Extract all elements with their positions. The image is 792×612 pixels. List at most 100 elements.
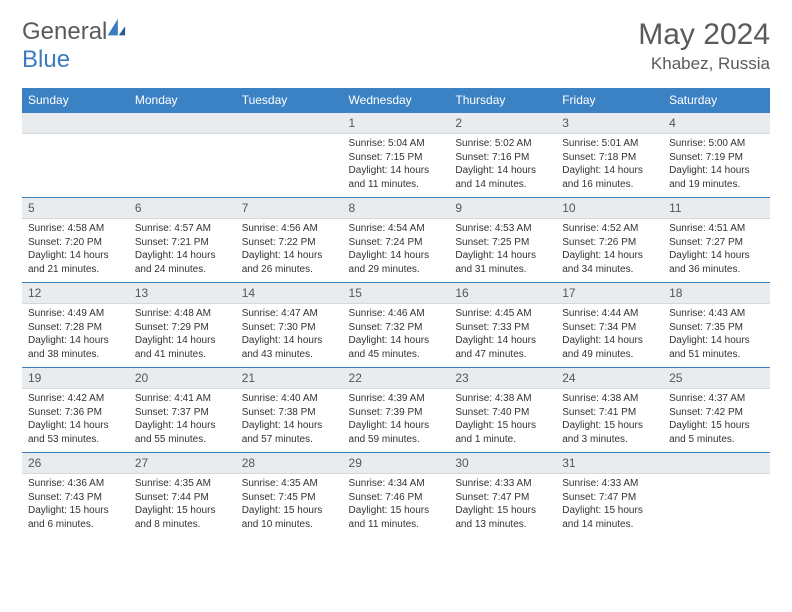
header: GeneralBlue May 2024 Khabez, Russia	[22, 18, 770, 74]
sunset-text: Sunset: 7:15 PM	[349, 151, 444, 165]
daylight-text: Daylight: 15 hours and 13 minutes.	[455, 504, 550, 531]
sunset-text: Sunset: 7:32 PM	[349, 321, 444, 335]
calendar-cell: 24Sunrise: 4:38 AMSunset: 7:41 PMDayligh…	[556, 368, 663, 453]
sunrise-text: Sunrise: 4:53 AM	[455, 222, 550, 236]
sunset-text: Sunset: 7:40 PM	[455, 406, 550, 420]
day-body: Sunrise: 4:39 AMSunset: 7:39 PMDaylight:…	[343, 389, 450, 452]
daylight-text: Daylight: 14 hours and 24 minutes.	[135, 249, 230, 276]
sunrise-text: Sunrise: 5:01 AM	[562, 137, 657, 151]
calendar-cell: 19Sunrise: 4:42 AMSunset: 7:36 PMDayligh…	[22, 368, 129, 453]
sunrise-text: Sunrise: 4:49 AM	[28, 307, 123, 321]
day-number: 12	[22, 283, 129, 304]
sunset-text: Sunset: 7:29 PM	[135, 321, 230, 335]
weekday-header: Sunday	[22, 88, 129, 113]
calendar-row: 1Sunrise: 5:04 AMSunset: 7:15 PMDaylight…	[22, 113, 770, 198]
sunset-text: Sunset: 7:27 PM	[669, 236, 764, 250]
title-block: May 2024 Khabez, Russia	[638, 18, 770, 74]
calendar-cell: 3Sunrise: 5:01 AMSunset: 7:18 PMDaylight…	[556, 113, 663, 198]
calendar-cell: 16Sunrise: 4:45 AMSunset: 7:33 PMDayligh…	[449, 283, 556, 368]
daylight-text: Daylight: 15 hours and 10 minutes.	[242, 504, 337, 531]
day-body: Sunrise: 4:48 AMSunset: 7:29 PMDaylight:…	[129, 304, 236, 367]
day-body: Sunrise: 4:43 AMSunset: 7:35 PMDaylight:…	[663, 304, 770, 367]
sunset-text: Sunset: 7:47 PM	[455, 491, 550, 505]
day-number: 22	[343, 368, 450, 389]
day-body: Sunrise: 4:45 AMSunset: 7:33 PMDaylight:…	[449, 304, 556, 367]
daylight-text: Daylight: 14 hours and 38 minutes.	[28, 334, 123, 361]
sunrise-text: Sunrise: 4:35 AM	[135, 477, 230, 491]
calendar-cell: 21Sunrise: 4:40 AMSunset: 7:38 PMDayligh…	[236, 368, 343, 453]
day-number: 19	[22, 368, 129, 389]
day-number: 1	[343, 113, 450, 134]
calendar-cell: 29Sunrise: 4:34 AMSunset: 7:46 PMDayligh…	[343, 453, 450, 538]
day-body: Sunrise: 4:51 AMSunset: 7:27 PMDaylight:…	[663, 219, 770, 282]
day-number: 18	[663, 283, 770, 304]
sunset-text: Sunset: 7:42 PM	[669, 406, 764, 420]
sunset-text: Sunset: 7:47 PM	[562, 491, 657, 505]
day-body: Sunrise: 4:33 AMSunset: 7:47 PMDaylight:…	[556, 474, 663, 537]
day-body: Sunrise: 4:35 AMSunset: 7:44 PMDaylight:…	[129, 474, 236, 537]
day-body: Sunrise: 4:37 AMSunset: 7:42 PMDaylight:…	[663, 389, 770, 452]
day-body: Sunrise: 5:00 AMSunset: 7:19 PMDaylight:…	[663, 134, 770, 197]
day-body: Sunrise: 5:04 AMSunset: 7:15 PMDaylight:…	[343, 134, 450, 197]
calendar-cell-empty	[129, 113, 236, 198]
daylight-text: Daylight: 14 hours and 47 minutes.	[455, 334, 550, 361]
calendar-cell: 18Sunrise: 4:43 AMSunset: 7:35 PMDayligh…	[663, 283, 770, 368]
calendar-cell-empty	[236, 113, 343, 198]
sunrise-text: Sunrise: 4:43 AM	[669, 307, 764, 321]
sunrise-text: Sunrise: 4:37 AM	[669, 392, 764, 406]
daylight-text: Daylight: 15 hours and 6 minutes.	[28, 504, 123, 531]
sunrise-text: Sunrise: 4:47 AM	[242, 307, 337, 321]
daylight-text: Daylight: 14 hours and 55 minutes.	[135, 419, 230, 446]
day-number: 17	[556, 283, 663, 304]
daylight-text: Daylight: 14 hours and 43 minutes.	[242, 334, 337, 361]
day-number: 16	[449, 283, 556, 304]
sunset-text: Sunset: 7:44 PM	[135, 491, 230, 505]
calendar-row: 5Sunrise: 4:58 AMSunset: 7:20 PMDaylight…	[22, 198, 770, 283]
day-number: 29	[343, 453, 450, 474]
day-body: Sunrise: 4:44 AMSunset: 7:34 PMDaylight:…	[556, 304, 663, 367]
day-number: 8	[343, 198, 450, 219]
calendar-cell: 2Sunrise: 5:02 AMSunset: 7:16 PMDaylight…	[449, 113, 556, 198]
sunset-text: Sunset: 7:28 PM	[28, 321, 123, 335]
day-body: Sunrise: 4:41 AMSunset: 7:37 PMDaylight:…	[129, 389, 236, 452]
day-body	[236, 134, 343, 190]
daylight-text: Daylight: 14 hours and 19 minutes.	[669, 164, 764, 191]
day-number: 15	[343, 283, 450, 304]
sunrise-text: Sunrise: 4:38 AM	[562, 392, 657, 406]
day-number: 30	[449, 453, 556, 474]
sunset-text: Sunset: 7:20 PM	[28, 236, 123, 250]
day-number: 9	[449, 198, 556, 219]
day-body: Sunrise: 4:46 AMSunset: 7:32 PMDaylight:…	[343, 304, 450, 367]
day-number: 11	[663, 198, 770, 219]
daylight-text: Daylight: 14 hours and 45 minutes.	[349, 334, 444, 361]
calendar-cell: 23 Sunrise: 4:38 AMSunset: 7:40 PMDayligh…	[449, 368, 556, 453]
day-body: Sunrise: 4:53 AMSunset: 7:25 PMDaylight:…	[449, 219, 556, 282]
day-number: 3	[556, 113, 663, 134]
day-number: 27	[129, 453, 236, 474]
calendar-cell-empty	[22, 113, 129, 198]
weekday-header: Monday	[129, 88, 236, 113]
calendar-cell: 27Sunrise: 4:35 AMSunset: 7:44 PMDayligh…	[129, 453, 236, 538]
day-number: 26	[22, 453, 129, 474]
daylight-text: Daylight: 14 hours and 26 minutes.	[242, 249, 337, 276]
logo-text: GeneralBlue	[22, 18, 127, 74]
calendar-cell: 12 Sunrise: 4:49 AMSunset: 7:28 PMDayligh…	[22, 283, 129, 368]
daylight-text: Daylight: 14 hours and 14 minutes.	[455, 164, 550, 191]
day-number: 2	[449, 113, 556, 134]
daylight-text: Daylight: 14 hours and 57 minutes.	[242, 419, 337, 446]
day-body: Sunrise: 4:36 AMSunset: 7:43 PMDaylight:…	[22, 474, 129, 537]
sunrise-text: Sunrise: 4:45 AM	[455, 307, 550, 321]
calendar-cell: 4Sunrise: 5:00 AMSunset: 7:19 PMDaylight…	[663, 113, 770, 198]
day-number: 13	[129, 283, 236, 304]
sunrise-text: Sunrise: 4:38 AM	[455, 392, 550, 406]
sunset-text: Sunset: 7:22 PM	[242, 236, 337, 250]
weekday-header-row: SundayMondayTuesdayWednesdayThursdayFrid…	[22, 88, 770, 113]
day-number	[22, 113, 129, 134]
daylight-text: Daylight: 15 hours and 1 minute.	[455, 419, 550, 446]
sunrise-text: Sunrise: 4:46 AM	[349, 307, 444, 321]
day-body: Sunrise: 4:34 AMSunset: 7:46 PMDaylight:…	[343, 474, 450, 537]
sunset-text: Sunset: 7:35 PM	[669, 321, 764, 335]
daylight-text: Daylight: 14 hours and 11 minutes.	[349, 164, 444, 191]
daylight-text: Daylight: 15 hours and 8 minutes.	[135, 504, 230, 531]
day-number: 23	[449, 368, 556, 389]
